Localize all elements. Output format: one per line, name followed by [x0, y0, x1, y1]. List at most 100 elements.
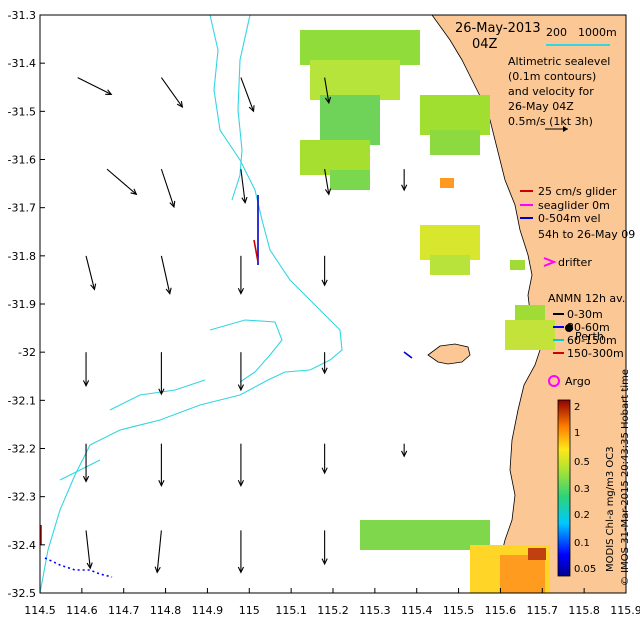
x-tick-label: 114.5: [24, 604, 56, 617]
colorbar-tick-label: 0.1: [574, 538, 590, 549]
colorbar-title: MODIS Chl-a mg/m3 OC3: [605, 446, 616, 572]
y-tick-label: -31.3: [8, 9, 36, 22]
x-tick-label: 115.8: [568, 604, 600, 617]
x-tick-label: 114.8: [150, 604, 182, 617]
glider-legend-label: 0-504m vel: [538, 212, 601, 225]
x-tick-label: 114.9: [192, 604, 224, 617]
velocity-arrow: [324, 77, 332, 105]
scalebar-left-label: 200: [546, 26, 567, 39]
x-tick-label: 115.5: [443, 604, 475, 617]
y-tick-label: -31.6: [8, 154, 36, 167]
legend-line: (0.1m contours): [508, 70, 596, 83]
colorbar: [557, 399, 571, 577]
y-tick-label: -32.2: [8, 443, 36, 456]
x-tick-label: 115.7: [527, 604, 559, 617]
velocity-arrow: [401, 443, 408, 458]
velocity-arrow: [160, 77, 184, 109]
y-tick-label: -32.5: [8, 587, 36, 600]
velocity-arrow: [85, 530, 93, 570]
drifter-marker-icon: [543, 257, 557, 267]
glider-track: [40, 195, 413, 578]
colorbar-tick-label: 0.3: [574, 484, 590, 495]
velocity-arrow: [158, 443, 165, 487]
place-label-perth: Perth: [575, 330, 604, 343]
velocity-arrow: [85, 255, 97, 291]
velocity-arrow: [158, 352, 165, 396]
velocity-arrow: [240, 77, 255, 113]
velocity-arrow: [237, 530, 245, 574]
velocity-arrow: [321, 352, 328, 375]
rottnest-island: [427, 343, 471, 365]
bathymetry-contours: [40, 15, 343, 593]
legend-line: and velocity for: [508, 85, 594, 98]
legend-block: Altimetric sealevel (0.1m contours) and …: [508, 55, 610, 132]
glider-legend-label: 25 cm/s glider: [538, 185, 617, 198]
anmn-item-label: 30-60m: [567, 321, 610, 334]
legend-line: 26-May 04Z: [508, 100, 574, 113]
scalebar-right-label: 1000m: [578, 26, 617, 39]
y-tick-label: -32.1: [8, 394, 36, 407]
drifter-label: drifter: [558, 256, 592, 269]
anmn-title: ANMN 12h av.: [548, 292, 625, 305]
velocity-arrow: [77, 77, 113, 95]
velocity-vectors: [77, 77, 408, 574]
chlorophyll-patches: [300, 30, 555, 593]
colorbar-tick-label: 0.2: [574, 510, 590, 521]
anmn-item-label: 150-300m: [567, 347, 624, 360]
velocity-arrow: [237, 352, 245, 392]
legend-line: Altimetric sealevel: [508, 55, 610, 68]
y-tick-label: -31.9: [8, 298, 36, 311]
velocity-arrow: [106, 168, 138, 196]
colorbar-tick-label: 2: [574, 402, 580, 413]
velocity-arrow: [160, 255, 172, 295]
velocity-arrow: [82, 443, 90, 483]
x-tick-label: 115: [239, 604, 260, 617]
legend-line: 0.5m/s (1kt 3h): [508, 115, 593, 128]
x-tick-label: 115.2: [317, 604, 349, 617]
argo-marker-icon: [548, 375, 560, 387]
colorbar-tick-label: 0.5: [574, 457, 590, 468]
velocity-arrow: [321, 443, 328, 475]
glider-legend-label: seaglider 0m: [538, 199, 610, 212]
velocity-arrow: [240, 169, 248, 204]
x-tick-label: 114.7: [108, 604, 140, 617]
x-tick-label: 115.3: [359, 604, 391, 617]
colorbar-tick-label: 1: [574, 428, 580, 439]
x-axis-ticks: 114.5 114.6 114.7 114.8 114.9 115 115.1 115.2 11…: [24, 588, 640, 617]
y-tick-label: -32.4: [8, 539, 36, 552]
velocity-arrow: [321, 255, 328, 287]
velocity-arrow: [321, 530, 328, 566]
anmn-item-label: 0-30m: [567, 308, 603, 321]
argo-label: Argo: [565, 375, 591, 388]
x-tick-label: 114.6: [66, 604, 98, 617]
y-tick-label: -31.5: [8, 105, 36, 118]
time-title: 04Z: [472, 37, 498, 52]
x-tick-label: 115.9: [610, 604, 640, 617]
x-tick-label: 115.1: [275, 604, 307, 617]
anmn-legend: ANMN 12h av. 0-30m 30-60m 60-150m 150-30…: [548, 292, 625, 360]
y-tick-label: -32: [18, 346, 36, 359]
colorbar-ticks: 2 1 0.5 0.3 0.2 0.1 0.05: [574, 402, 596, 575]
credit-label: © IMOS 31-Mar-2015 20:43:35 Hobart time: [620, 369, 631, 586]
velocity-arrow: [401, 169, 408, 192]
y-tick-label: -31.4: [8, 57, 36, 70]
velocity-arrow: [324, 169, 332, 196]
velocity-arrow: [154, 530, 162, 574]
velocity-arrow: [237, 255, 245, 295]
x-tick-label: 115.6: [485, 604, 517, 617]
anmn-item-label: 60-150m: [567, 334, 617, 347]
colorbar-tick-label: 0.05: [574, 564, 596, 575]
velocity-arrow: [82, 352, 90, 388]
y-tick-label: -31.7: [8, 202, 36, 215]
velocity-arrow: [237, 443, 245, 487]
date-title: 26-May-2013: [455, 21, 541, 36]
glider-legend-label: 54h to 26-May 09: [538, 228, 635, 241]
glider-legend: 25 cm/s glider seaglider 0m 0-504m vel 5…: [520, 185, 635, 241]
y-tick-label: -31.8: [8, 250, 36, 263]
x-tick-label: 115.4: [401, 604, 433, 617]
y-axis-ticks: -31.3 -31.4 -31.5 -31.6 -31.7 -31.8 -31.9 -32 -3…: [8, 9, 45, 600]
legend-reference-arrowhead: [563, 126, 568, 132]
y-tick-label: -32.3: [8, 491, 36, 504]
velocity-arrow: [160, 168, 176, 209]
